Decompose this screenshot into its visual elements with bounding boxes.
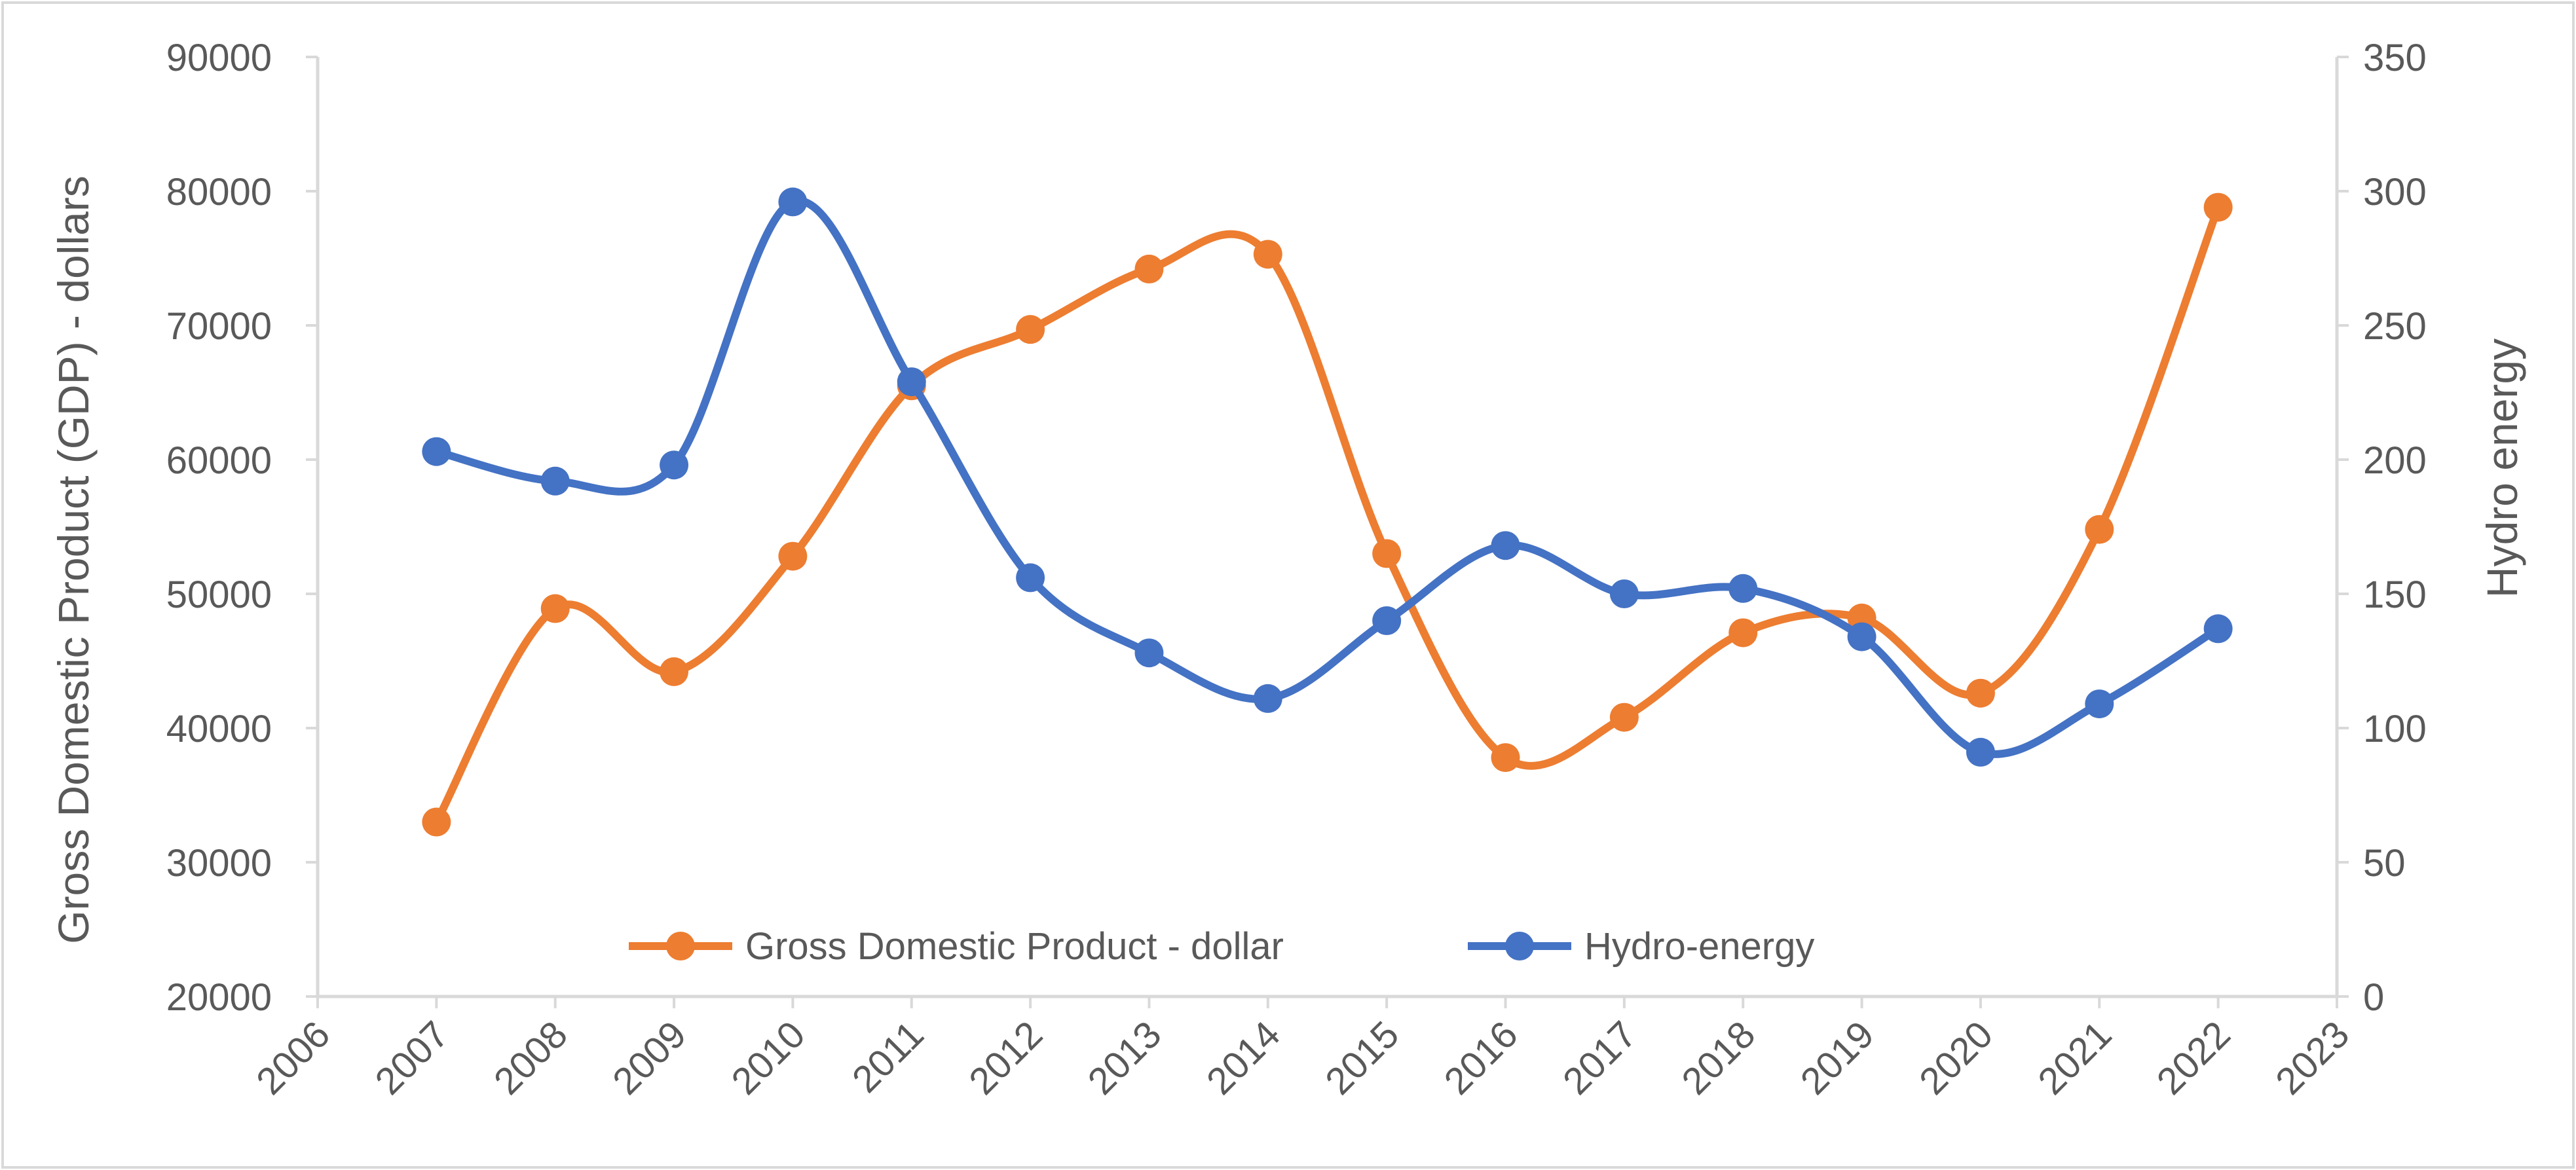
data-point-hydro-2019 xyxy=(1847,622,1876,651)
left-y-tick-label: 90000 xyxy=(166,37,272,79)
legend-hydro-label: Hydro-energy xyxy=(1584,925,1814,968)
left-y-axis-ticks: 20000 30000 40000 50000 60000 70000 80000 90000 xyxy=(166,37,318,1019)
left-y-tick-label: 70000 xyxy=(166,305,272,348)
axes-layer xyxy=(316,57,2339,998)
data-point-hydro-2010 xyxy=(778,187,808,217)
left-y-tick-label: 60000 xyxy=(166,439,272,482)
data-point-gdp-2010 xyxy=(778,541,808,571)
data-point-gdp-2015 xyxy=(1372,539,1402,568)
right-y-tick-label: 100 xyxy=(2363,708,2427,750)
right-y-axis-title: Hydro energy xyxy=(2478,338,2526,598)
data-point-hydro-2016 xyxy=(1491,531,1520,560)
data-point-hydro-2018 xyxy=(1728,574,1758,603)
data-point-hydro-2009 xyxy=(660,450,689,480)
legend: Gross Domestic Product - dollar Hydro-en… xyxy=(629,925,1814,968)
data-point-hydro-2015 xyxy=(1372,606,1402,635)
legend-hydro-marker xyxy=(1505,932,1534,960)
left-y-tick-label: 40000 xyxy=(166,708,272,750)
right-y-tick-label: 200 xyxy=(2363,439,2427,482)
right-y-tick-label: 250 xyxy=(2363,305,2427,348)
data-point-gdp-2008 xyxy=(540,594,570,623)
data-point-gdp-2017 xyxy=(1609,703,1639,732)
series-line-gdp xyxy=(432,203,2222,826)
data-point-gdp-2022 xyxy=(2203,192,2233,222)
right-y-axis-ticks: 0 50 100 150 200 250 300 350 xyxy=(2337,37,2427,1019)
series-hydro xyxy=(422,187,2233,767)
right-y-tick-label: 0 xyxy=(2363,976,2384,1019)
data-point-gdp-2016 xyxy=(1491,743,1520,773)
left-y-tick-label: 20000 xyxy=(166,976,272,1019)
data-point-hydro-2014 xyxy=(1253,684,1282,713)
right-y-tick-label: 300 xyxy=(2363,171,2427,213)
data-point-hydro-2008 xyxy=(540,466,570,496)
left-y-tick-label: 30000 xyxy=(166,842,272,885)
data-point-hydro-2013 xyxy=(1134,638,1164,668)
data-point-hydro-2021 xyxy=(2085,689,2114,719)
data-point-gdp-2009 xyxy=(660,657,689,686)
data-point-gdp-2014 xyxy=(1253,240,1282,269)
legend-gdp-marker xyxy=(666,932,695,960)
data-point-gdp-2020 xyxy=(1966,678,1995,708)
data-point-gdp-2018 xyxy=(1728,618,1758,648)
data-point-hydro-2007 xyxy=(422,437,451,466)
data-point-gdp-2021 xyxy=(2085,515,2114,544)
right-y-tick-label: 350 xyxy=(2363,37,2427,79)
data-point-hydro-2020 xyxy=(1966,737,1995,767)
right-y-tick-label: 150 xyxy=(2363,574,2427,616)
left-y-tick-label: 50000 xyxy=(166,574,272,616)
data-point-hydro-2012 xyxy=(1016,563,1045,593)
right-y-tick-label: 50 xyxy=(2363,842,2406,885)
left-y-tick-label: 80000 xyxy=(166,171,272,213)
left-y-axis-title: Gross Domestic Product (GDP) - dollars xyxy=(49,175,98,944)
series-layer xyxy=(422,187,2233,837)
data-point-gdp-2007 xyxy=(422,807,451,837)
data-point-gdp-2013 xyxy=(1134,254,1164,283)
data-point-hydro-2017 xyxy=(1609,579,1639,608)
legend-gdp-label: Gross Domestic Product - dollar xyxy=(745,925,1284,968)
data-point-gdp-2012 xyxy=(1016,315,1045,344)
data-point-hydro-2022 xyxy=(2203,614,2233,644)
data-point-hydro-2011 xyxy=(897,367,926,397)
